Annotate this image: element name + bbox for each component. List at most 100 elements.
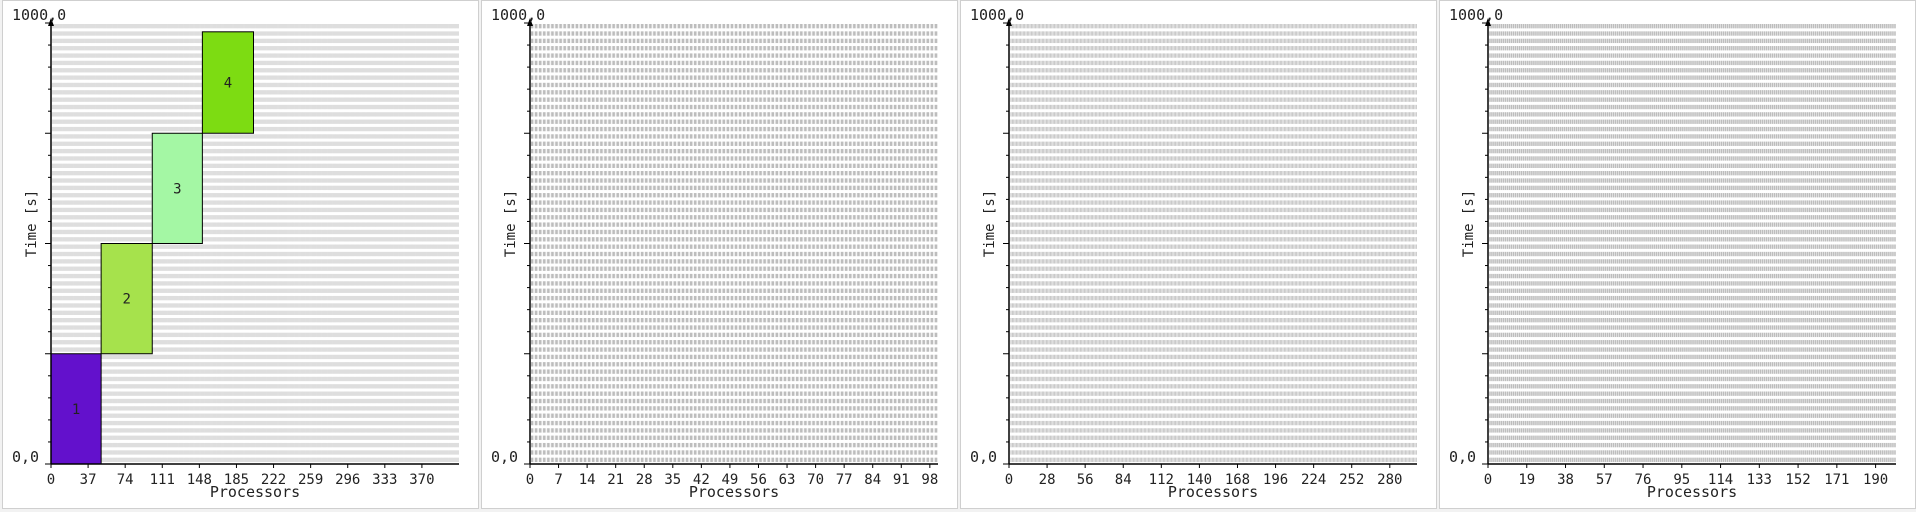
x-tick-label: 259 xyxy=(298,472,323,488)
grid-row xyxy=(1489,398,1896,404)
grid-row xyxy=(1010,148,1417,154)
grid-row xyxy=(1489,340,1896,345)
grid-row xyxy=(1010,171,1417,176)
grid-row xyxy=(1489,90,1896,95)
grid-row xyxy=(1489,384,1896,389)
grid-row xyxy=(1010,46,1417,51)
grid-row xyxy=(1010,420,1417,426)
x-tick-label: 7 xyxy=(554,472,562,488)
grid-row xyxy=(1489,229,1896,235)
grid-row xyxy=(1489,31,1896,36)
y-axis-title: Time [s] xyxy=(1461,190,1477,257)
grid-row xyxy=(1489,442,1896,448)
x-tick-label: 37 xyxy=(80,472,97,488)
y-max-label: 1000,0 xyxy=(1449,6,1503,24)
grid-row xyxy=(1010,398,1417,404)
grid-row xyxy=(1010,104,1417,110)
grid-row xyxy=(1489,200,1896,205)
x-tick-label: 333 xyxy=(372,472,397,488)
x-tick-label: 74 xyxy=(117,472,134,488)
x-tick-label: 133 xyxy=(1747,472,1772,488)
x-tick-label: 84 xyxy=(864,472,881,488)
grid-row xyxy=(1010,24,1417,29)
grid-row xyxy=(1489,435,1896,440)
grid-row xyxy=(1489,207,1896,213)
grid-columns xyxy=(529,23,939,464)
y-min-label: 0,0 xyxy=(12,448,39,466)
grid-row xyxy=(1489,119,1896,124)
grid-row xyxy=(1489,193,1896,198)
x-tick-label: 0 xyxy=(1005,472,1013,488)
y-axis-arrow xyxy=(48,18,54,26)
grid-row xyxy=(1010,97,1417,102)
x-tick-label: 114 xyxy=(1708,472,1733,488)
grid-row xyxy=(1489,428,1896,433)
grid-row xyxy=(1010,119,1417,124)
grid-row xyxy=(1010,251,1417,257)
grid-row xyxy=(1489,222,1896,227)
x-tick-label: 28 xyxy=(1039,472,1056,488)
chart-panel-2: 1000,0 0,0 Time [s] 0 7 14 21 28 35 42 49 56 63 70 77 8… xyxy=(481,0,958,509)
grid-row xyxy=(1010,237,1417,242)
grid-row xyxy=(1010,200,1417,205)
x-tick-label: 95 xyxy=(1673,472,1690,488)
x-tick-label: 98 xyxy=(921,472,938,488)
task-label: 2 xyxy=(122,292,130,308)
task-label: 1 xyxy=(72,402,80,418)
grid-columns xyxy=(1008,23,1418,464)
grid-row xyxy=(1489,134,1896,139)
grid-row xyxy=(1010,435,1417,440)
x-tick-label: 370 xyxy=(409,472,434,488)
grid-row xyxy=(1010,31,1417,36)
x-tick-label: 70 xyxy=(807,472,824,488)
grid-row xyxy=(1489,163,1896,168)
x-tick-label: 91 xyxy=(893,472,910,488)
chart-panel-3: 1000,0 0,0 Time [s] 0 28 56 84 112 140 168 196 224 2… xyxy=(960,0,1437,509)
grid-row xyxy=(1010,266,1417,271)
x-tick-label: 35 xyxy=(664,472,681,488)
x-tick-label: 14 xyxy=(579,472,596,488)
grid-row xyxy=(1489,457,1896,462)
grid-row xyxy=(1010,362,1417,367)
x-tick-label: 0 xyxy=(526,472,534,488)
grid-row xyxy=(1010,53,1417,58)
y-min-label: 0,0 xyxy=(970,448,997,466)
grid-row xyxy=(1489,60,1896,66)
grid-row xyxy=(1489,354,1896,360)
grid-row xyxy=(1489,97,1896,102)
grid-row xyxy=(1010,369,1417,374)
grid-row xyxy=(1010,193,1417,198)
grid-row xyxy=(1010,457,1417,462)
grid-row xyxy=(1010,281,1417,286)
grid-rows xyxy=(1010,24,1417,462)
x-tick-label: 140 xyxy=(1187,472,1212,488)
y-min-label: 0,0 xyxy=(491,448,518,466)
y-axis-arrow xyxy=(1006,18,1012,26)
x-tick-label: 19 xyxy=(1518,472,1535,488)
grid-row xyxy=(1010,340,1417,345)
x-axis-title: Processors xyxy=(689,483,779,501)
x-tick-label: 222 xyxy=(261,472,286,488)
grid-row xyxy=(1010,215,1417,220)
y-axis-title: Time [s] xyxy=(982,190,998,257)
grid-row xyxy=(1010,38,1417,44)
y-axis-title: Time [s] xyxy=(503,190,519,257)
x-tick-label: 296 xyxy=(335,472,360,488)
grid-row xyxy=(1010,406,1417,411)
grid-row xyxy=(1010,318,1417,323)
x-tick-label: 77 xyxy=(836,472,853,488)
x-tick-label: 57 xyxy=(1596,472,1613,488)
grid-row xyxy=(1489,185,1896,191)
grid-row xyxy=(1010,332,1417,338)
grid-row xyxy=(1010,82,1417,88)
grid-row xyxy=(1010,68,1417,73)
grid-row xyxy=(1489,46,1896,51)
grid-row xyxy=(1489,332,1896,338)
grid-row xyxy=(1010,391,1417,396)
x-tick-label: 63 xyxy=(779,472,796,488)
task-bar xyxy=(151,132,203,244)
grid-row xyxy=(1010,75,1417,80)
grid-row xyxy=(1489,325,1896,330)
grid-row xyxy=(1010,325,1417,330)
grid-row xyxy=(1489,450,1896,455)
